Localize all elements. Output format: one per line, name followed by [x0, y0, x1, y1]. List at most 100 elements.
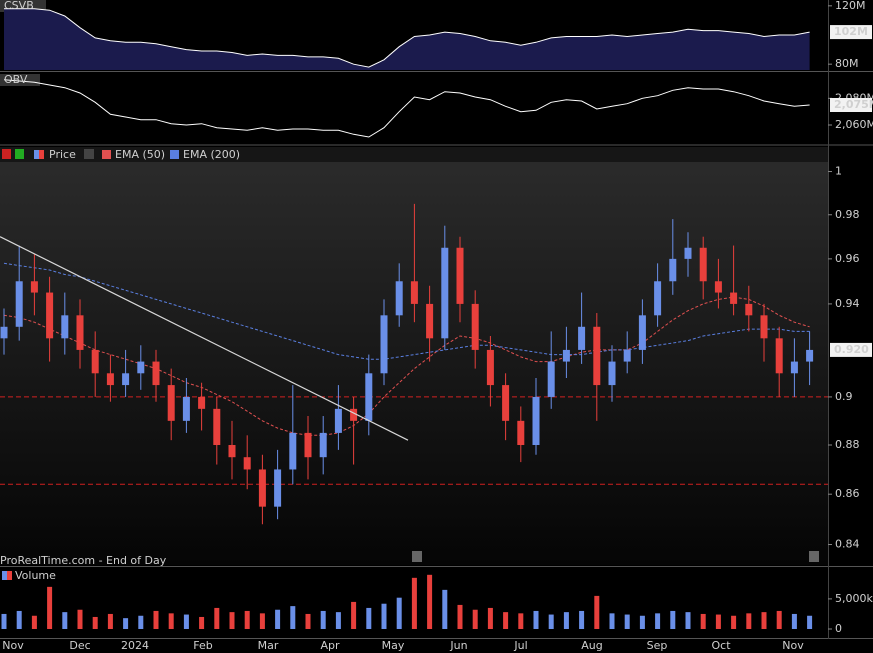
candle-body: [562, 349, 570, 362]
volume-bar: [168, 613, 174, 629]
candle-body: [410, 281, 418, 304]
volume-bar: [609, 613, 615, 629]
volume-bar: [16, 610, 22, 629]
volume-bar: [92, 616, 98, 629]
volume-bar: [487, 607, 493, 629]
volume-bar: [624, 614, 630, 629]
candle-body: [106, 373, 114, 386]
y-tick-label: 1: [835, 165, 842, 178]
candle-body: [714, 281, 722, 293]
candle-body: [456, 247, 464, 304]
volume-bar: [259, 613, 265, 629]
x-tick-label: Jun: [449, 639, 467, 652]
candle-body: [258, 469, 266, 507]
line: [4, 8, 810, 68]
candle-body: [274, 469, 282, 507]
volume-bar: [77, 609, 83, 629]
y-tick-label: 80M: [835, 57, 859, 70]
y-tick-label: 0.9: [835, 390, 853, 403]
y-tick-label: 0.94: [835, 297, 860, 310]
volume-bar: [183, 614, 189, 629]
volume-bar: [518, 613, 524, 629]
volume-bar: [715, 614, 721, 629]
y-tick-label: 0.86: [835, 487, 860, 500]
candle-body: [289, 432, 297, 470]
info-icon[interactable]: [809, 551, 819, 562]
x-tick-label: Feb: [193, 639, 212, 652]
candle-body: [167, 385, 175, 421]
candle-body: [137, 361, 145, 374]
last-value-label: 102M: [834, 25, 868, 38]
candle-body: [517, 420, 525, 446]
volume-bar: [62, 612, 68, 629]
volume-bar: [244, 610, 250, 629]
legend-swatch: [170, 150, 179, 159]
icon[interactable]: [15, 149, 24, 159]
candle-body: [380, 315, 388, 374]
icon[interactable]: [2, 149, 11, 159]
candle-body: [182, 396, 190, 421]
candle-body: [684, 247, 692, 259]
volume-bar: [320, 610, 326, 629]
candle-body: [350, 408, 358, 421]
last-value-box: [830, 25, 872, 40]
volume-bar: [791, 613, 797, 629]
candle-body: [638, 315, 646, 350]
candle-body: [426, 303, 434, 339]
candle-body: [532, 396, 540, 446]
legend-swatch: [34, 150, 39, 159]
last-value-box: [830, 98, 872, 112]
volume-bar: [761, 612, 767, 629]
volume-bar: [442, 589, 448, 629]
candle-body: [593, 326, 601, 386]
x-tick-label: Nov: [782, 639, 804, 652]
volume-bar: [579, 610, 585, 629]
candle-body: [213, 408, 221, 446]
candle-body: [471, 303, 479, 350]
candle-body: [775, 338, 783, 374]
legend-swatch: [102, 150, 111, 159]
candle-body: [547, 361, 555, 397]
volume-bar: [335, 612, 341, 629]
volume-bar: [639, 615, 645, 629]
x-tick-label: Jul: [513, 639, 527, 652]
y-tick-label: 0.84: [835, 538, 860, 551]
legend-label: Price: [49, 148, 76, 161]
price-legend-bar: [0, 147, 828, 162]
panel-tag: [0, 74, 40, 86]
ema-line: [3, 296, 810, 436]
icon[interactable]: [84, 149, 94, 159]
x-tick-label: Sep: [647, 639, 668, 652]
legend-swatch: [7, 571, 12, 580]
volume-bar: [31, 615, 37, 629]
x-tick-label: 2024: [121, 639, 149, 652]
volume-bar: [366, 607, 372, 629]
volume-bar: [503, 612, 509, 629]
ema-line: [3, 262, 810, 360]
volume-bar: [685, 612, 691, 629]
candle-body: [486, 349, 494, 386]
volume-bar: [807, 615, 813, 629]
y-tick-label: 0.96: [835, 252, 860, 265]
volume-bar: [472, 609, 478, 629]
volume-bar: [47, 586, 53, 629]
candle-body: [61, 315, 69, 339]
calendar-icon[interactable]: [412, 551, 422, 562]
volume-bar: [548, 614, 554, 629]
volume-bar: [214, 607, 220, 629]
volume-bar: [411, 577, 417, 629]
candle-body: [699, 247, 707, 282]
y-tick-label: 0.98: [835, 208, 860, 221]
y-tick-label: 0: [835, 622, 842, 635]
candle-body: [152, 361, 160, 386]
candle-body: [502, 385, 510, 421]
legend-label: EMA (50): [115, 148, 165, 161]
y-tick-label: 2,060M: [835, 118, 873, 131]
volume-bar: [594, 595, 600, 629]
line: [3, 79, 810, 138]
volume-bar: [533, 610, 539, 629]
x-tick-label: May: [382, 639, 405, 652]
last-value-label: 0.920: [834, 343, 869, 356]
